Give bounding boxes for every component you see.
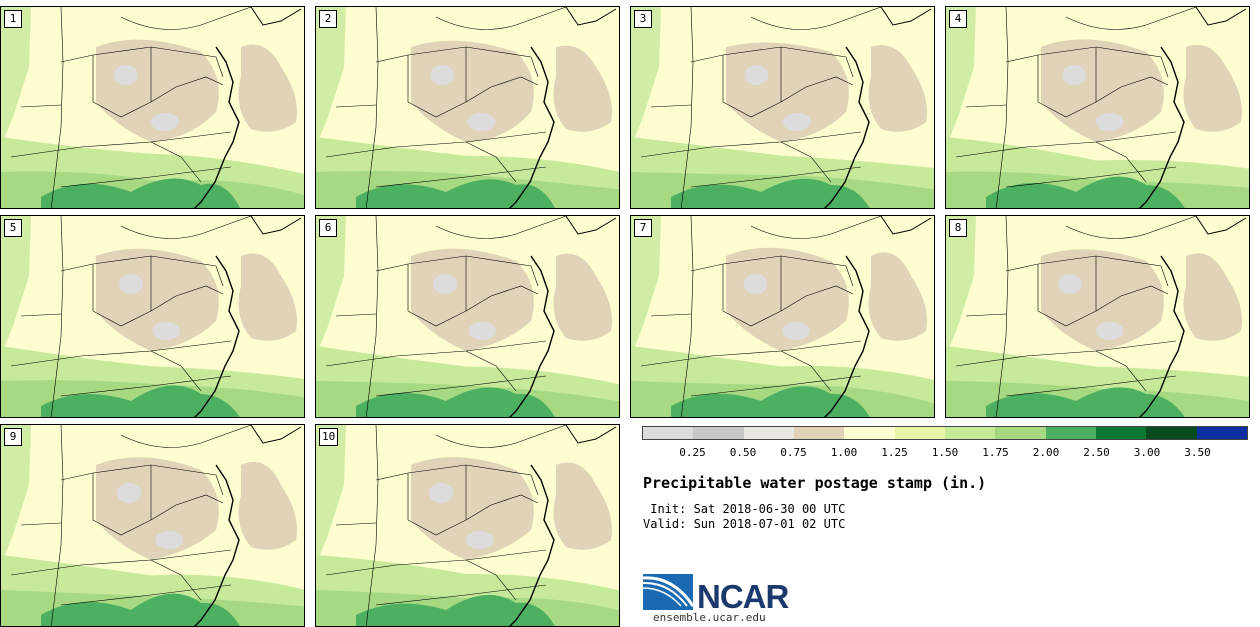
panel-number: 5 <box>4 219 22 237</box>
panel-number: 6 <box>319 219 337 237</box>
panel-number: 2 <box>319 10 337 28</box>
colorbar-swatch <box>693 427 744 439</box>
precipitable-water-map <box>316 425 619 626</box>
chart-title: Precipitable water postage stamp (in.) <box>643 474 987 492</box>
valid-time: Valid: Sun 2018-07-01 02 UTC <box>643 517 846 531</box>
colorbar-tick-label: 1.00 <box>830 446 858 459</box>
map-panel: 9 <box>0 424 305 627</box>
colorbar-swatch <box>743 427 794 439</box>
panel-number: 10 <box>319 428 339 446</box>
panel-number: 4 <box>949 10 967 28</box>
map-panel: 4 <box>945 6 1250 209</box>
precipitable-water-map <box>631 7 934 208</box>
colorbar-swatch <box>1095 427 1147 439</box>
colorbar-swatch <box>894 427 945 439</box>
colorbar-swatch <box>793 427 845 439</box>
colorbar-tick-label: 2.50 <box>1083 446 1110 459</box>
panel-number: 9 <box>4 428 22 446</box>
precipitable-water-map <box>946 216 1249 417</box>
map-panel: 6 <box>315 215 620 418</box>
colorbar-tick-label: 0.75 <box>780 446 807 459</box>
panel-number: 1 <box>4 10 22 28</box>
colorbar-swatch <box>1045 427 1096 439</box>
precipitable-water-map <box>946 7 1249 208</box>
colorbar-swatch <box>1196 427 1247 439</box>
colorbar-swatch <box>995 427 1046 439</box>
colorbar-tick-label: 1.75 <box>982 446 1009 459</box>
precipitable-water-map <box>1 216 304 417</box>
colorbar-tick-label: 1.25 <box>881 446 908 459</box>
map-panel: 8 <box>945 215 1250 418</box>
colorbar-scale <box>642 426 1248 440</box>
site-url: ensemble.ucar.edu <box>653 611 766 624</box>
panel-number: 8 <box>949 219 967 237</box>
precipitable-water-map <box>316 216 619 417</box>
colorbar-tick-label: 3.00 <box>1133 446 1161 459</box>
colorbar-tick-label: 0.25 <box>679 446 706 459</box>
panel-number: 7 <box>634 219 652 237</box>
map-panel: 3 <box>630 6 935 209</box>
init-time: Init: Sat 2018-06-30 00 UTC <box>643 502 846 516</box>
panel-number: 3 <box>634 10 652 28</box>
map-panel: 1 <box>0 6 305 209</box>
colorbar-swatch <box>844 427 895 439</box>
precipitable-water-map <box>631 216 934 417</box>
map-panel: 2 <box>315 6 620 209</box>
ncar-logo-icon <box>643 574 695 610</box>
precipitable-water-map <box>1 7 304 208</box>
map-panel: 7 <box>630 215 935 418</box>
map-panel: 10 <box>315 424 620 627</box>
colorbar-swatch <box>1146 427 1197 439</box>
ncar-logo-text: NCAR <box>697 578 789 615</box>
colorbar-swatch <box>643 427 694 439</box>
colorbar-tick-label: 1.50 <box>931 446 959 459</box>
colorbar-tick-label: 0.50 <box>729 446 757 459</box>
colorbar-tick-label: 3.50 <box>1184 446 1211 459</box>
map-panel: 5 <box>0 215 305 418</box>
precipitable-water-map <box>1 425 304 626</box>
colorbar-tick-label: 2.00 <box>1032 446 1060 459</box>
colorbar-swatch <box>944 427 996 439</box>
precipitable-water-map <box>316 7 619 208</box>
